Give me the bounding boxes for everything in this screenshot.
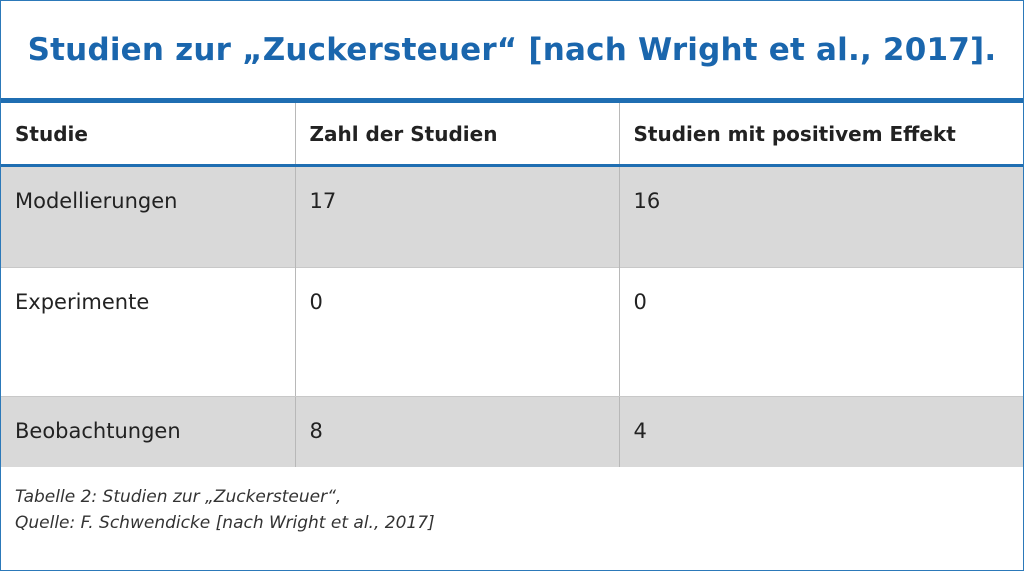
title-bar: Studien zur „Zuckersteuer“ [nach Wright …: [1, 1, 1023, 103]
table-cell: Modellierungen: [1, 165, 295, 268]
table-title: Studien zur „Zuckersteuer“ [nach Wright …: [27, 31, 997, 68]
column-header-studie: Studie: [1, 103, 295, 167]
table-cell: 0: [294, 267, 619, 397]
table-cell: 4: [618, 396, 1023, 467]
table-cell: Beobachtungen: [1, 396, 295, 467]
caption-line-1: Tabelle 2: Studien zur „Zuckersteuer“,: [15, 487, 342, 507]
table-caption: Tabelle 2: Studien zur „Zuckersteuer“, Q…: [1, 467, 1023, 536]
table-row: Beobachtungen 8 4: [1, 396, 1023, 467]
table-row: Modellierungen 17 16: [1, 165, 1023, 268]
header-row: Studie Zahl der Studien Studien mit posi…: [1, 103, 1023, 167]
table-cell: 0: [618, 267, 1023, 397]
table-row: Experimente 0 0: [1, 267, 1023, 397]
studies-table: Studie Zahl der Studien Studien mit posi…: [1, 103, 1023, 467]
table-cell: 16: [618, 165, 1023, 268]
column-header-positiv: Studien mit positivem Effekt: [618, 103, 1023, 167]
caption-line-2: Quelle: F. Schwendicke [nach Wright et a…: [15, 513, 435, 533]
table-cell: 8: [294, 396, 619, 467]
column-header-zahl: Zahl der Studien: [294, 103, 619, 167]
table-cell: Experimente: [1, 267, 295, 397]
table-cell: 17: [294, 165, 619, 268]
